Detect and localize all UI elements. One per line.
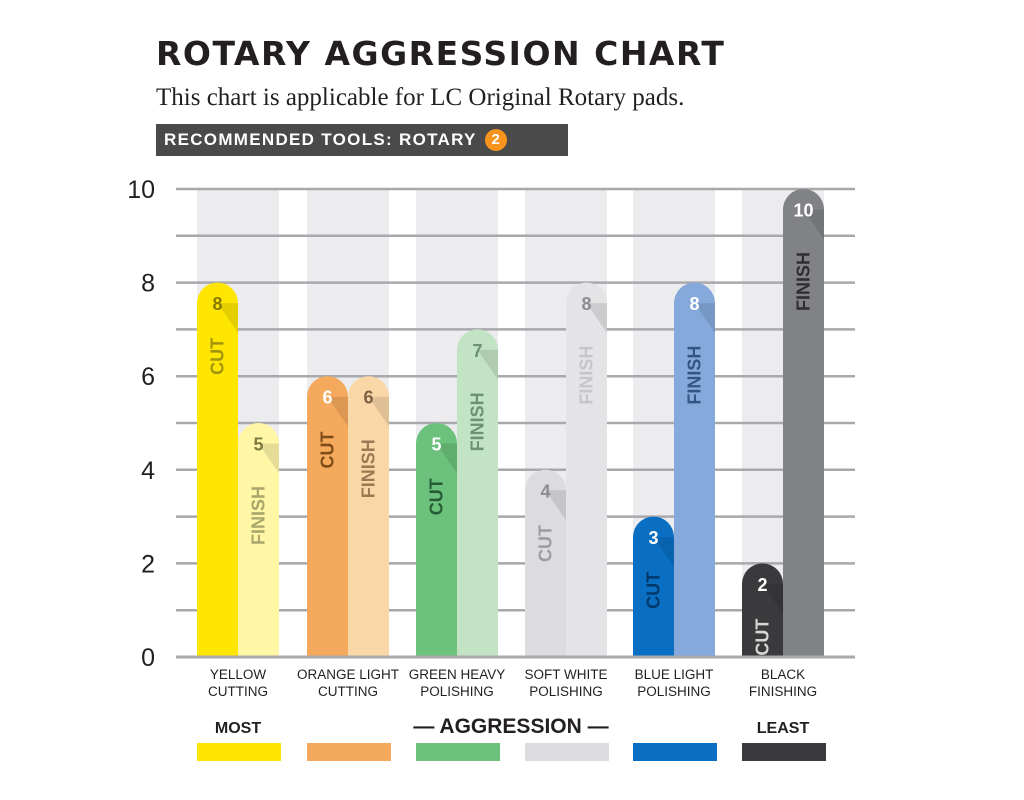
x-category-label: POLISHING [420,684,494,699]
finish-bar [674,282,715,657]
y-tick-label: 0 [141,644,155,672]
x-category-label: BLACK [761,667,805,682]
finish-bar-label: FINISH [794,252,814,311]
x-category-label: CUTTING [208,684,268,699]
rotary-number-badge: 2 [484,129,507,151]
cut-bar [197,282,238,657]
x-category-label: POLISHING [529,684,603,699]
recommended-tools-banner: RECOMMENDED TOOLS: ROTARY 2 [156,124,568,156]
cut-bar-shadow [762,583,783,614]
cut-value-label: 6 [322,388,332,408]
y-tick-label: 8 [141,270,155,298]
cut-bar-label: CUT [208,338,228,375]
cut-bar [525,469,566,657]
finish-value-label: 8 [581,294,591,314]
finish-bar-label: FINISH [359,439,379,498]
finish-bar-shadow [368,396,389,427]
cut-bar-label: CUT [644,572,664,609]
legend-swatch [742,743,826,761]
y-tick-label: 2 [141,550,155,578]
cut-bar-shadow [436,443,457,474]
legend-least-label: LEAST [757,720,810,737]
legend-swatch [197,743,281,761]
cut-bar [307,376,348,657]
finish-value-label: 7 [472,341,482,361]
cut-value-label: 5 [431,435,441,455]
finish-value-label: 6 [363,388,373,408]
finish-bar-shadow [694,303,715,334]
cut-value-label: 8 [212,294,222,314]
finish-bar [238,423,279,657]
cut-bar-label: CUT [536,525,556,562]
finish-value-label: 5 [253,435,263,455]
y-tick-label: 4 [141,457,155,485]
cut-value-label: 3 [648,528,658,548]
x-category-label: CUTTING [318,684,378,699]
x-category-label: BLUE LIGHT [635,667,714,682]
page-subtitle: This chart is applicable for LC Original… [156,84,685,111]
legend-most-label: MOST [215,720,261,737]
cut-bar [416,423,457,657]
cut-value-label: 4 [540,481,550,501]
cut-bar-shadow [327,396,348,427]
finish-bar [783,189,824,657]
finish-bar-shadow [258,443,279,474]
x-category-label: ORANGE LIGHT [297,667,399,682]
cut-bar-label: CUT [427,478,447,515]
legend-swatch [525,743,609,761]
finish-bar [457,329,498,657]
y-tick-label: 10 [127,176,155,204]
x-category-label: GREEN HEAVY [409,667,506,682]
finish-bar-shadow [586,303,607,334]
cut-bar-label: CUT [318,431,338,468]
finish-bar-label: FINISH [468,392,488,451]
finish-bar-label: FINISH [249,486,269,545]
y-tick-label: 6 [141,363,155,391]
cut-bar-shadow [653,537,674,568]
finish-value-label: 8 [689,294,699,314]
legend-swatch [307,743,391,761]
legend-aggression-label: — AGGRESSION — [413,715,608,738]
cut-bar-shadow [217,303,238,334]
x-category-label: SOFT WHITE [525,667,608,682]
cut-value-label: 2 [757,575,767,595]
finish-bar [348,376,389,657]
page-title: ROTARY AGGRESSION CHART [156,34,726,73]
cut-bar [742,563,783,657]
cut-bar-label: CUT [753,619,773,656]
finish-bar [566,282,607,657]
legend-swatch [416,743,500,761]
cut-bar [633,516,674,657]
x-category-label: POLISHING [637,684,711,699]
finish-value-label: 10 [793,201,813,221]
finish-bar-shadow [477,349,498,380]
finish-bar-label: FINISH [685,346,705,405]
finish-bar-shadow [803,209,824,240]
cut-bar-shadow [545,490,566,521]
recommended-tools-label: RECOMMENDED TOOLS: ROTARY [164,130,477,149]
x-category-label: FINISHING [749,684,817,699]
finish-bar-label: FINISH [577,346,597,405]
legend-swatch [633,743,717,761]
x-category-label: YELLOW [210,667,267,682]
